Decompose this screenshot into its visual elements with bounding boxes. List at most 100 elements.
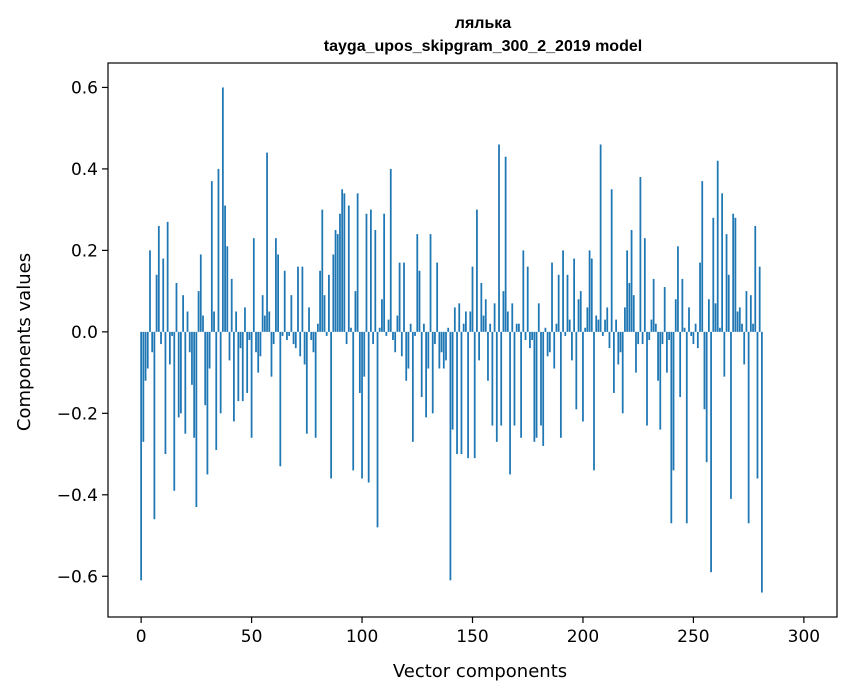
bar bbox=[571, 331, 573, 361]
bar bbox=[445, 331, 447, 361]
bar bbox=[716, 160, 719, 332]
bar bbox=[418, 270, 421, 332]
bar bbox=[283, 270, 286, 332]
bar bbox=[175, 282, 178, 332]
bar bbox=[643, 238, 646, 332]
bar bbox=[210, 181, 213, 332]
bar bbox=[641, 331, 644, 345]
bar bbox=[533, 331, 536, 442]
bar bbox=[180, 331, 182, 414]
bar bbox=[458, 303, 461, 332]
x-tick-label: 0 bbox=[136, 627, 147, 647]
bar bbox=[286, 331, 288, 340]
bar bbox=[219, 331, 222, 414]
bar bbox=[677, 246, 679, 332]
bar bbox=[654, 323, 657, 332]
bar bbox=[484, 299, 487, 332]
bar bbox=[606, 307, 609, 332]
bar bbox=[431, 331, 434, 414]
bar bbox=[727, 274, 730, 332]
bar bbox=[356, 193, 359, 332]
bar bbox=[294, 331, 297, 349]
bar bbox=[690, 331, 693, 336]
bar bbox=[299, 331, 302, 357]
y-tick-label: 0.2 bbox=[71, 241, 98, 261]
bar bbox=[595, 315, 598, 332]
bar bbox=[292, 331, 295, 345]
bar bbox=[540, 331, 542, 426]
bar bbox=[202, 315, 204, 332]
bar bbox=[597, 319, 600, 332]
bar bbox=[688, 307, 690, 332]
bar bbox=[694, 323, 697, 332]
bar bbox=[160, 331, 162, 345]
bar bbox=[301, 266, 304, 332]
bar bbox=[310, 331, 313, 340]
bar bbox=[696, 331, 699, 349]
chart-title: лялька bbox=[455, 15, 512, 32]
x-tick-label: 250 bbox=[677, 627, 709, 647]
x-tick-label: 100 bbox=[346, 627, 378, 647]
bar bbox=[588, 250, 591, 332]
bar bbox=[155, 274, 158, 332]
chart-subtitle: tayga_upos_skipgram_300_2_2019 model bbox=[324, 38, 642, 55]
y-tick-label: 0.0 bbox=[71, 323, 98, 343]
bar bbox=[237, 331, 240, 402]
bar bbox=[191, 331, 193, 385]
bar bbox=[409, 323, 412, 332]
bar bbox=[613, 331, 615, 393]
bar bbox=[153, 331, 156, 520]
y-tick-label: −0.2 bbox=[57, 404, 98, 424]
bar bbox=[617, 331, 620, 365]
bar bbox=[478, 331, 481, 361]
bar bbox=[761, 331, 763, 593]
bar bbox=[593, 331, 595, 471]
bar bbox=[142, 331, 145, 442]
bar bbox=[376, 331, 379, 528]
bar bbox=[347, 205, 350, 332]
bar bbox=[252, 238, 255, 332]
bar bbox=[398, 262, 401, 332]
bar bbox=[394, 331, 397, 353]
bar bbox=[672, 331, 675, 471]
bar bbox=[659, 331, 662, 430]
bar bbox=[314, 331, 317, 438]
bar bbox=[345, 331, 348, 345]
bar bbox=[566, 274, 569, 332]
bar bbox=[385, 331, 388, 336]
bar bbox=[604, 319, 606, 332]
bar bbox=[473, 331, 476, 459]
bar bbox=[511, 303, 514, 332]
bar bbox=[381, 299, 383, 332]
bar bbox=[279, 331, 282, 467]
bar bbox=[277, 254, 279, 332]
bar bbox=[221, 87, 224, 332]
bar bbox=[197, 291, 200, 332]
y-axis-ticks: −0.6 −0.4 −0.2 0.0 0.2 0.4 0.6 bbox=[57, 78, 108, 587]
bar bbox=[584, 327, 587, 332]
plot-frame bbox=[107, 62, 838, 618]
bar bbox=[679, 331, 682, 398]
bar bbox=[266, 152, 268, 332]
bar bbox=[396, 315, 399, 332]
bar bbox=[635, 331, 637, 373]
bar bbox=[491, 331, 494, 426]
bar bbox=[685, 331, 688, 524]
bar bbox=[387, 319, 390, 332]
bar bbox=[648, 331, 651, 340]
bar bbox=[434, 331, 436, 345]
bar bbox=[248, 331, 251, 340]
bar bbox=[157, 225, 160, 332]
bar bbox=[144, 331, 147, 381]
bar bbox=[378, 327, 381, 332]
bar bbox=[743, 331, 746, 365]
bar bbox=[502, 291, 505, 332]
bar bbox=[420, 331, 423, 398]
bar bbox=[692, 331, 695, 345]
bar bbox=[319, 270, 321, 332]
bar bbox=[741, 323, 743, 332]
bar bbox=[146, 331, 149, 369]
bar bbox=[504, 156, 507, 332]
bar bbox=[553, 331, 556, 369]
bar bbox=[526, 266, 529, 332]
